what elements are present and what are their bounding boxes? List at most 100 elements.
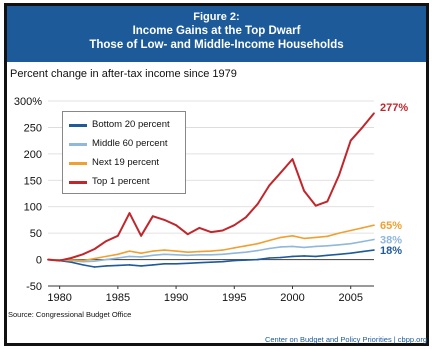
data-point-next19-1999 bbox=[280, 236, 282, 239]
data-point-middle60-1996 bbox=[245, 251, 247, 253]
data-point-top1-1994 bbox=[221, 229, 224, 232]
data-point-top1-1979 bbox=[47, 258, 49, 261]
data-point-next19-1993 bbox=[210, 250, 212, 252]
end-label-middle60: 38% bbox=[380, 234, 402, 246]
data-point-next19-1982 bbox=[82, 259, 84, 262]
data-point-middle60-1988 bbox=[151, 254, 154, 257]
data-point-bottom20-2006 bbox=[361, 250, 364, 253]
data-point-top1-1996 bbox=[245, 216, 247, 219]
data-point-middle60-1991 bbox=[186, 254, 189, 257]
data-point-middle60-2004 bbox=[338, 243, 340, 246]
data-point-next19-1992 bbox=[198, 250, 201, 253]
data-point-top1-1982 bbox=[82, 253, 84, 256]
data-point-bottom20-2001 bbox=[303, 255, 305, 257]
legend-label-bottom20: Bottom 20 percent bbox=[92, 119, 170, 130]
data-point-next19-1983 bbox=[93, 257, 96, 260]
data-point-middle60-2001 bbox=[303, 246, 305, 249]
x-tick-label-2: 1990 bbox=[164, 292, 188, 304]
data-point-middle60-1986 bbox=[128, 255, 131, 258]
legend-label-next19: Next 19 percent bbox=[92, 157, 160, 168]
data-point-top1-2001 bbox=[303, 190, 305, 192]
data-point-top1-1987 bbox=[140, 234, 142, 237]
legend-swatch-bottom20 bbox=[69, 124, 87, 127]
data-point-next19-1994 bbox=[221, 249, 224, 251]
chart-subtitle: Percent change in after-tax income since… bbox=[10, 68, 237, 80]
y-tick-label-2: 50 bbox=[30, 228, 42, 240]
data-point-top1-1985 bbox=[117, 234, 119, 237]
data-point-top1-1992 bbox=[198, 227, 201, 229]
data-point-bottom20-1997 bbox=[256, 258, 259, 261]
data-point-top1-2002 bbox=[314, 204, 317, 207]
data-point-top1-1995 bbox=[233, 224, 236, 227]
source-note: Source: Congressional Budget Office bbox=[8, 310, 132, 319]
x-tick-label-5: 2005 bbox=[338, 292, 362, 304]
data-point-top1-2000 bbox=[291, 158, 294, 160]
data-point-bottom20-1995 bbox=[233, 259, 236, 262]
end-label-bottom20: 18% bbox=[380, 245, 402, 257]
data-point-next19-2002 bbox=[314, 236, 317, 239]
data-point-top1-1993 bbox=[210, 231, 212, 233]
data-point-top1-1990 bbox=[175, 224, 177, 227]
data-point-middle60-1987 bbox=[140, 256, 142, 258]
legend-item-top1: Top 1 percent bbox=[69, 175, 185, 189]
data-point-next19-1986 bbox=[128, 250, 131, 252]
data-point-top1-1984 bbox=[105, 240, 108, 242]
data-point-middle60-1993 bbox=[210, 254, 212, 256]
y-tick-label-6: 250 bbox=[24, 122, 42, 134]
data-point-bottom20-2007 bbox=[373, 249, 375, 251]
data-point-top1-1983 bbox=[93, 248, 96, 250]
legend-item-next19: Next 19 percent bbox=[69, 156, 185, 170]
data-point-middle60-2007 bbox=[373, 238, 375, 241]
data-point-bottom20-1993 bbox=[210, 261, 212, 264]
data-point-middle60-1992 bbox=[198, 254, 201, 256]
data-point-next19-2001 bbox=[303, 237, 305, 240]
credit-note: Center on Budget and Policy Priorities |… bbox=[264, 335, 427, 344]
data-point-next19-1984 bbox=[105, 255, 108, 258]
y-tick-label-7: 300% bbox=[14, 96, 42, 108]
data-point-middle60-1990 bbox=[175, 254, 177, 256]
x-tick-label-4: 2000 bbox=[280, 292, 304, 304]
legend-swatch-next19 bbox=[69, 162, 87, 165]
data-point-next19-1988 bbox=[151, 250, 154, 252]
data-point-bottom20-1987 bbox=[140, 265, 142, 267]
data-point-middle60-2000 bbox=[291, 245, 294, 248]
data-point-middle60-2005 bbox=[349, 242, 352, 245]
data-point-top1-2006 bbox=[361, 126, 364, 129]
legend-swatch-middle60 bbox=[69, 143, 87, 146]
data-point-top1-2007 bbox=[373, 112, 375, 114]
data-point-next19-1996 bbox=[245, 245, 247, 247]
data-point-top1-1997 bbox=[256, 203, 259, 205]
data-point-bottom20-1981 bbox=[70, 261, 73, 264]
data-point-bottom20-1992 bbox=[198, 261, 201, 264]
legend-item-bottom20: Bottom 20 percent bbox=[69, 118, 185, 132]
data-point-top1-1988 bbox=[151, 215, 154, 218]
data-point-bottom20-1990 bbox=[175, 263, 177, 265]
y-tick-label-4: 150 bbox=[24, 175, 42, 187]
data-point-top1-1999 bbox=[280, 171, 282, 174]
data-point-top1-2004 bbox=[338, 174, 340, 176]
data-point-next19-2005 bbox=[349, 229, 352, 232]
data-point-bottom20-1999 bbox=[280, 256, 282, 259]
legend-item-middle60: Middle 60 percent bbox=[69, 137, 185, 151]
data-point-bottom20-2005 bbox=[349, 252, 352, 255]
data-point-middle60-1995 bbox=[233, 252, 236, 255]
data-point-bottom20-1988 bbox=[151, 264, 154, 266]
chart-title-line2: Those of Low- and Middle-Income Househol… bbox=[89, 39, 344, 51]
legend-swatch-top1 bbox=[69, 181, 87, 184]
data-point-next19-1985 bbox=[117, 253, 119, 256]
x-tick-label-1: 1985 bbox=[106, 292, 130, 304]
data-point-bottom20-2003 bbox=[326, 254, 329, 257]
data-point-top1-2003 bbox=[326, 200, 329, 203]
data-point-bottom20-2000 bbox=[291, 255, 294, 258]
data-point-next19-1989 bbox=[163, 249, 166, 251]
chart-legend: Bottom 20 percent Middle 60 percent Next… bbox=[62, 111, 186, 194]
data-point-top1-1991 bbox=[186, 233, 189, 235]
data-point-bottom20-2002 bbox=[314, 255, 317, 258]
data-point-bottom20-1994 bbox=[221, 260, 224, 263]
data-point-bottom20-1989 bbox=[163, 263, 166, 265]
data-point-next19-1990 bbox=[175, 250, 177, 252]
data-point-bottom20-1982 bbox=[82, 264, 84, 266]
y-tick-label-5: 200 bbox=[24, 149, 42, 161]
y-tick-label-1: 0 bbox=[36, 255, 42, 267]
data-point-bottom20-1986 bbox=[128, 264, 131, 266]
